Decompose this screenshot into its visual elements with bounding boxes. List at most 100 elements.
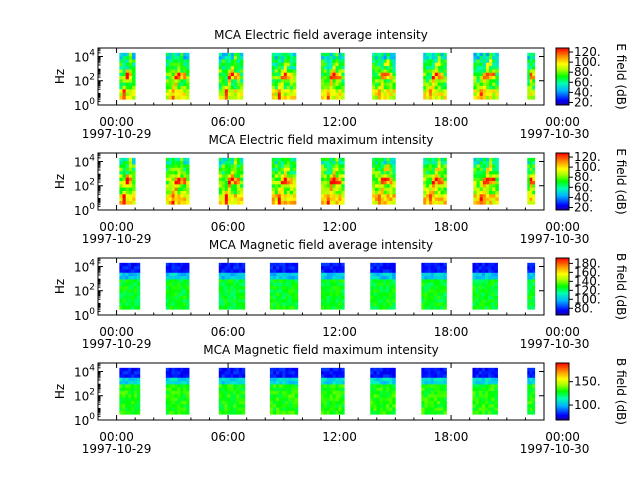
heatmap-cell bbox=[321, 59, 325, 64]
heatmap-cell bbox=[491, 410, 495, 415]
heatmap-cell bbox=[177, 410, 181, 415]
heatmap-cell bbox=[292, 76, 297, 80]
heatmap-cell bbox=[128, 171, 133, 175]
heatmap-cell bbox=[377, 200, 382, 205]
heatmap-cell bbox=[370, 295, 374, 300]
heatmap-cell bbox=[527, 52, 531, 57]
heatmap-cell bbox=[168, 292, 173, 297]
heatmap-cell bbox=[332, 276, 336, 280]
heatmap-cell bbox=[341, 177, 345, 182]
heatmap-cell bbox=[236, 56, 241, 60]
heatmap-cell bbox=[119, 292, 123, 297]
heatmap-cell bbox=[174, 295, 178, 300]
heatmap-cell bbox=[329, 72, 334, 77]
heatmap-cell bbox=[379, 394, 384, 399]
heatmap-cell bbox=[168, 299, 173, 303]
heatmap-cell bbox=[221, 286, 225, 290]
heatmap-cell bbox=[323, 181, 328, 185]
heatmap-cell bbox=[431, 157, 436, 162]
heatmap-cell bbox=[481, 272, 486, 277]
heatmap-cell bbox=[122, 92, 127, 97]
heatmap-cell bbox=[321, 276, 325, 280]
heatmap-cell bbox=[136, 305, 141, 310]
heatmap-cell bbox=[383, 85, 388, 90]
heatmap-cell bbox=[481, 305, 486, 310]
heatmap-cell bbox=[165, 381, 170, 385]
heatmap-cell bbox=[221, 92, 226, 97]
heatmap-cell bbox=[286, 200, 291, 205]
heatmap-cell bbox=[239, 200, 244, 205]
heatmap-cell bbox=[443, 276, 447, 280]
heatmap-cell bbox=[241, 276, 246, 280]
heatmap-cell bbox=[389, 184, 393, 189]
heatmap-cell bbox=[473, 190, 477, 195]
heatmap-cell bbox=[529, 276, 533, 280]
heatmap-cell bbox=[230, 157, 235, 162]
heatmap-cell bbox=[171, 95, 175, 100]
heatmap-cell bbox=[332, 171, 336, 175]
heatmap-cell bbox=[529, 374, 533, 379]
heatmap-cell bbox=[527, 69, 531, 74]
heatmap-cell bbox=[233, 79, 238, 84]
heatmap-cell bbox=[443, 266, 447, 270]
heatmap-cell bbox=[370, 266, 374, 270]
heatmap-cell bbox=[186, 397, 190, 402]
heatmap-cell bbox=[272, 367, 277, 372]
heatmap-cell bbox=[386, 52, 390, 57]
heatmap-cell bbox=[370, 269, 374, 274]
heatmap-cell bbox=[288, 292, 292, 297]
heatmap-cell bbox=[227, 62, 232, 67]
heatmap-cell bbox=[289, 62, 294, 67]
data-block bbox=[321, 52, 345, 100]
heatmap-cell bbox=[527, 387, 531, 392]
heatmap-cell bbox=[165, 157, 170, 162]
heatmap-cell bbox=[382, 374, 387, 379]
heatmap-cell bbox=[125, 197, 130, 202]
heatmap-cell bbox=[218, 167, 223, 172]
heatmap-cell bbox=[177, 394, 181, 399]
heatmap-cell bbox=[472, 381, 476, 385]
heatmap-cell bbox=[236, 69, 241, 74]
heatmap-cell bbox=[218, 295, 223, 300]
heatmap-cell bbox=[529, 400, 533, 405]
heatmap-cell bbox=[236, 407, 240, 412]
heatmap-cell bbox=[218, 289, 223, 294]
heatmap-cell bbox=[376, 391, 381, 395]
heatmap-cell bbox=[186, 197, 190, 202]
heatmap-cell bbox=[239, 272, 243, 277]
heatmap-cell bbox=[136, 302, 141, 307]
heatmap-cell bbox=[421, 286, 425, 290]
heatmap-cell bbox=[373, 262, 377, 267]
heatmap-cell bbox=[227, 194, 232, 198]
heatmap-cell bbox=[332, 161, 336, 165]
heatmap-cell bbox=[488, 302, 492, 307]
heatmap-cell bbox=[377, 171, 382, 175]
heatmap-cell bbox=[329, 82, 334, 87]
heatmap-cell bbox=[128, 400, 132, 405]
heatmap-cell bbox=[440, 400, 444, 405]
heatmap-cell bbox=[276, 387, 280, 392]
heatmap-cell bbox=[239, 299, 243, 303]
heatmap-cell bbox=[180, 299, 184, 303]
heatmap-cell bbox=[437, 266, 441, 270]
heatmap-cell bbox=[131, 272, 135, 277]
heatmap-cell bbox=[218, 272, 223, 277]
heatmap-cell bbox=[479, 171, 484, 175]
heatmap-cell bbox=[430, 276, 435, 280]
heatmap-cell bbox=[440, 295, 444, 300]
heatmap-cell bbox=[269, 381, 274, 385]
colorbar-tick-label: 150. bbox=[574, 375, 601, 389]
heatmap-cell bbox=[472, 292, 476, 297]
heatmap-cell bbox=[269, 302, 274, 307]
heatmap-cell bbox=[389, 305, 393, 310]
x-tick-label: 18:00 bbox=[434, 220, 469, 234]
heatmap-cell bbox=[494, 404, 498, 408]
heatmap-cell bbox=[338, 262, 342, 267]
heatmap-cell bbox=[329, 407, 334, 412]
heatmap-cell bbox=[341, 66, 345, 70]
heatmap-cell bbox=[488, 305, 492, 310]
heatmap-cell bbox=[433, 397, 438, 402]
heatmap-cell bbox=[239, 89, 244, 93]
heatmap-cell bbox=[227, 387, 231, 392]
heatmap-cell bbox=[292, 59, 297, 64]
